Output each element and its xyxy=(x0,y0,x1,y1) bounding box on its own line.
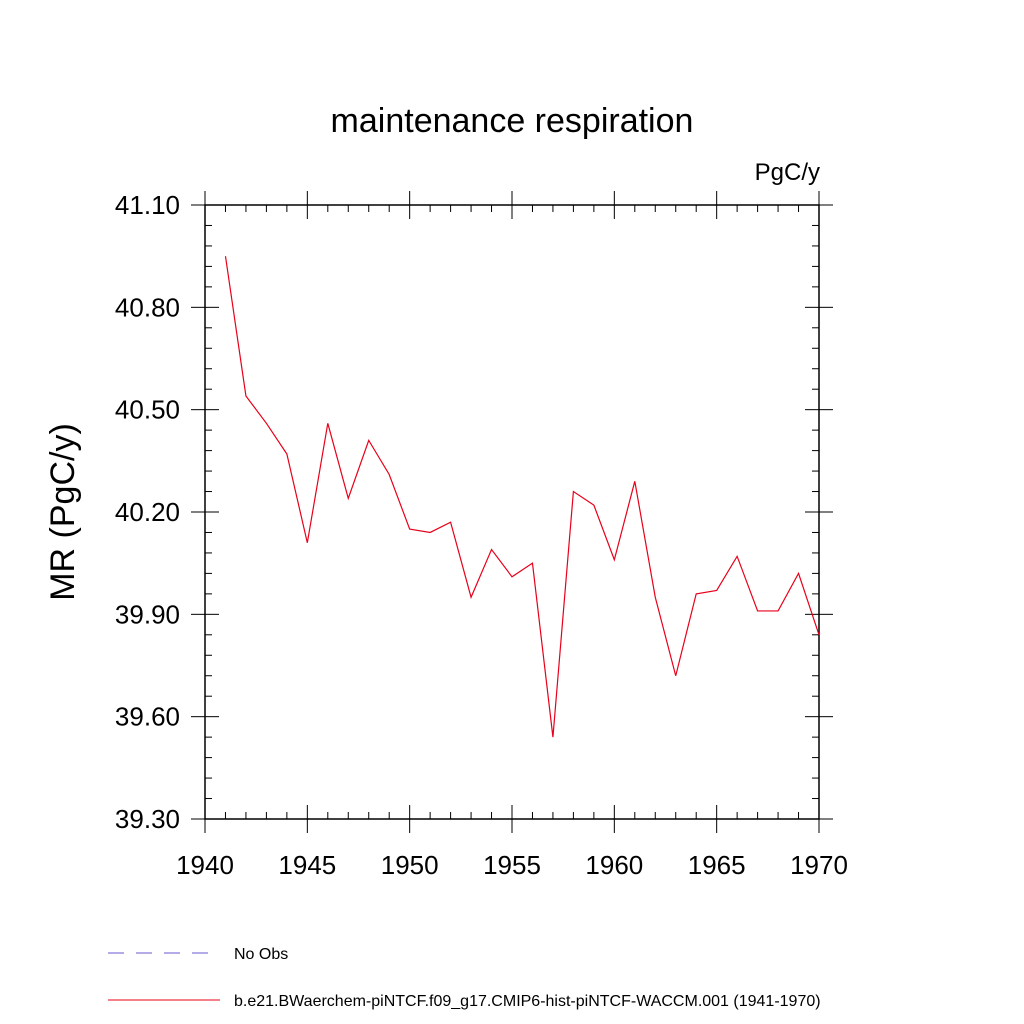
series-layer xyxy=(224,256,820,738)
x-tick-label: 1960 xyxy=(585,850,643,880)
legend-label: b.e21.BWaerchem-piNTCF.f09_g17.CMIP6-his… xyxy=(234,993,821,1010)
legend: No Obs b.e21.BWaerchem-piNTCF.f09_g17.CMI… xyxy=(108,946,821,1010)
x-tick-label: 1955 xyxy=(483,850,541,880)
y-tick-label: 40.50 xyxy=(115,395,180,425)
x-tick-label: 1950 xyxy=(381,850,439,880)
series-line xyxy=(224,256,820,738)
legend-label: No Obs xyxy=(234,946,288,963)
y-tick-label: 39.30 xyxy=(115,804,180,834)
x-tick-label: 1945 xyxy=(278,850,336,880)
chart-title: maintenance respiration xyxy=(331,102,694,140)
units-label: PgC/y xyxy=(755,159,820,186)
axis-ticks xyxy=(191,191,833,833)
x-tick-label: 1940 xyxy=(176,850,234,880)
y-tick-label: 39.90 xyxy=(115,599,180,629)
x-tick-label: 1970 xyxy=(790,850,848,880)
y-axis-label: MR (PgC/y) xyxy=(44,423,82,601)
y-tick-label: 40.20 xyxy=(115,497,180,527)
x-tick-label: 1965 xyxy=(688,850,746,880)
y-tick-label: 39.60 xyxy=(115,702,180,732)
axis-tick-labels: 1940 1945 1950 1955 1960 1965 1970 41.10 40.80 40… xyxy=(115,190,848,880)
plot-frame xyxy=(204,204,820,820)
y-tick-label: 41.10 xyxy=(115,190,180,220)
y-tick-label: 40.80 xyxy=(115,292,180,322)
